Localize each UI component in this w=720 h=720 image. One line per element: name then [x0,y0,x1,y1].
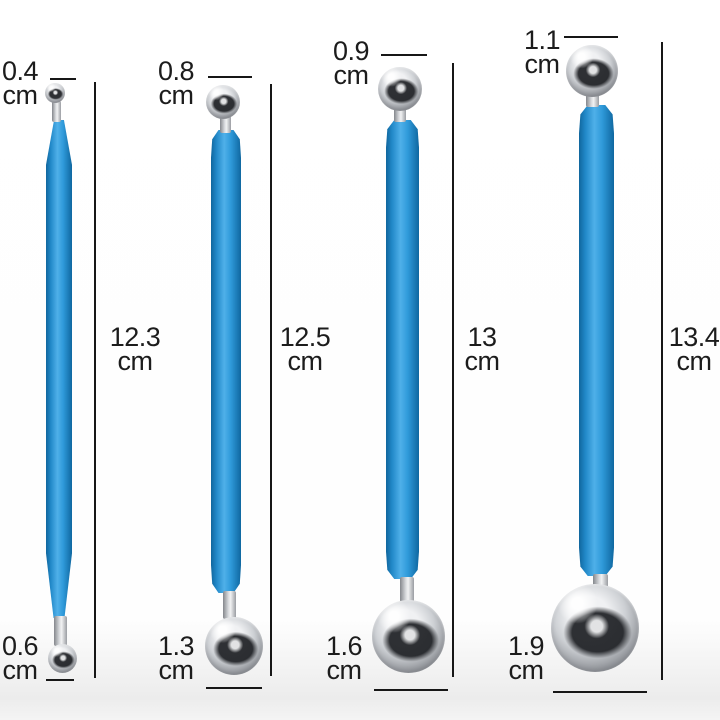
tool-4-top-diameter-label: 1.1 cm [522,25,562,79]
tool-2-top-neck [220,116,231,133]
tool-1-length-value: 12.3 [109,322,161,352]
tool-2-handle [211,130,241,593]
tool-1-top-ball [45,83,65,103]
tool-3-bottom-diameter-unit: cm [326,655,363,685]
tool-4-top-diameter-unit: cm [524,49,561,79]
tool-3-top-tick-line [381,54,427,56]
tool-4-length-value: 13.4 [668,322,720,352]
tool-4-bottom-tick-line [553,691,647,693]
tool-1-bottom-ball [48,644,77,673]
tool-4-bottom-ball [551,584,639,672]
tool-2-top-diameter-unit: cm [158,80,195,110]
tool-1-top-diameter-value: 0.4 [1,56,39,86]
tool-4-top-tick-line [564,36,618,38]
tool-2-bottom-diameter-label: 1.3 cm [154,631,198,685]
tool-1-length-dimension-line [94,82,96,678]
tool-4-top-diameter-value: 1.1 [523,25,561,55]
tool-3-top-diameter-value: 0.9 [332,36,370,66]
tool-2-length-dimension-line [270,84,272,676]
tool-3-bottom-diameter-label: 1.6 cm [322,631,366,685]
tool-3-length-label: 13 cm [447,322,517,376]
tool-4-top-neck [586,94,599,107]
tool-2-bottom-diameter-value: 1.3 [157,631,195,661]
tool-4-length-dimension-line [661,42,663,680]
tool-2-length-label: 12.5 cm [270,322,340,376]
tool-2-top-diameter-value: 0.8 [157,56,195,86]
tool-4-bottom-diameter-label: 1.9 cm [504,631,548,685]
tool-1-length-unit: cm [117,346,154,376]
tool-4-length-unit: cm [676,346,713,376]
tool-2-bottom-neck [223,591,236,619]
tool-3-top-neck [394,108,406,122]
tool-4-length-label: 13.4 cm [660,322,720,376]
tool-3-bottom-neck [400,577,414,602]
tool-3-top-diameter-unit: cm [333,60,370,90]
tool-4-bottom-diameter-value: 1.9 [507,631,545,661]
tool-2-top-tick-line [208,76,252,78]
tool-3-bottom-diameter-value: 1.6 [325,631,363,661]
tool-3-length-unit: cm [464,346,501,376]
tool-2-bottom-diameter-unit: cm [158,655,195,685]
tool-2-bottom-tick-line [206,687,262,689]
tool-4-top-ball [566,45,618,97]
tool-2-top-ball [206,85,240,119]
tool-1-top-neck [52,101,61,122]
tool-1-top-diameter-unit: cm [2,80,39,110]
tool-4-handle [579,105,614,576]
tool-1-bottom-diameter-unit: cm [2,655,39,685]
tool-1-bottom-neck [54,616,67,646]
tool-1-top-tick-line [50,78,76,80]
tool-2-bottom-ball [205,617,263,675]
tool-2-length-unit: cm [287,346,324,376]
tool-1-handle [46,120,72,618]
tool-3-bottom-tick-line [374,689,448,691]
tool-3-top-diameter-label: 0.9 cm [331,36,371,90]
tool-2-length-value: 12.5 [279,322,331,352]
tool-3-top-ball [378,67,422,111]
tool-1-length-label: 12.3 cm [100,322,170,376]
tool-3-length-dimension-line [452,63,454,677]
tool-3-length-value: 13 [467,322,497,352]
tool-3-handle [386,120,419,579]
tool-1-bottom-tick-line [46,679,74,681]
tool-1-bottom-diameter-label: 0.6 cm [0,631,40,685]
tool-1-top-diameter-label: 0.4 cm [0,56,40,110]
tool-1-bottom-diameter-value: 0.6 [1,631,39,661]
tool-2-top-diameter-label: 0.8 cm [156,56,196,110]
tool-4-bottom-diameter-unit: cm [508,655,545,685]
tool-3-bottom-ball [372,600,445,673]
